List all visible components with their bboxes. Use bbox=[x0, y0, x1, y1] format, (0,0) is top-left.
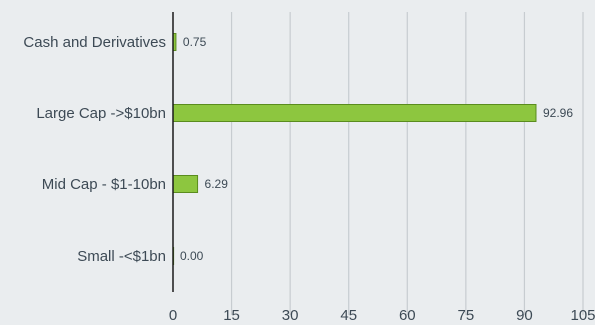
x-tick-label-105: 105 bbox=[570, 307, 595, 324]
x-tick-label-15: 15 bbox=[223, 307, 240, 324]
value-label-3: 0.00 bbox=[180, 249, 204, 263]
category-label-2: Mid Cap - $1-10bn bbox=[42, 176, 166, 193]
x-tick-label-30: 30 bbox=[282, 307, 299, 324]
category-label-1: Large Cap ->$10bn bbox=[36, 105, 166, 122]
x-axis-tick-labels: 0 15 30 45 60 75 90 105 bbox=[169, 307, 595, 324]
x-tick-label-45: 45 bbox=[340, 307, 357, 324]
category-labels: Cash and Derivatives Large Cap ->$10bn Mid… bbox=[23, 34, 166, 265]
bar-2 bbox=[172, 175, 199, 193]
value-label-1: 92.96 bbox=[543, 106, 573, 120]
x-tick-label-0: 0 bbox=[169, 307, 177, 324]
category-label-3: Small -<$1bn bbox=[77, 248, 166, 265]
category-label-0: Cash and Derivatives bbox=[23, 34, 166, 51]
value-label-0: 0.75 bbox=[183, 35, 207, 49]
bar-1 bbox=[172, 104, 537, 122]
bars bbox=[172, 33, 537, 265]
grid-lines bbox=[230, 12, 584, 315]
x-tick-label-90: 90 bbox=[516, 307, 533, 324]
x-tick-label-60: 60 bbox=[399, 307, 416, 324]
value-label-2: 6.29 bbox=[205, 177, 229, 191]
value-labels: 0.75 92.96 6.29 0.00 bbox=[180, 35, 573, 263]
x-tick-label-75: 75 bbox=[458, 307, 475, 324]
